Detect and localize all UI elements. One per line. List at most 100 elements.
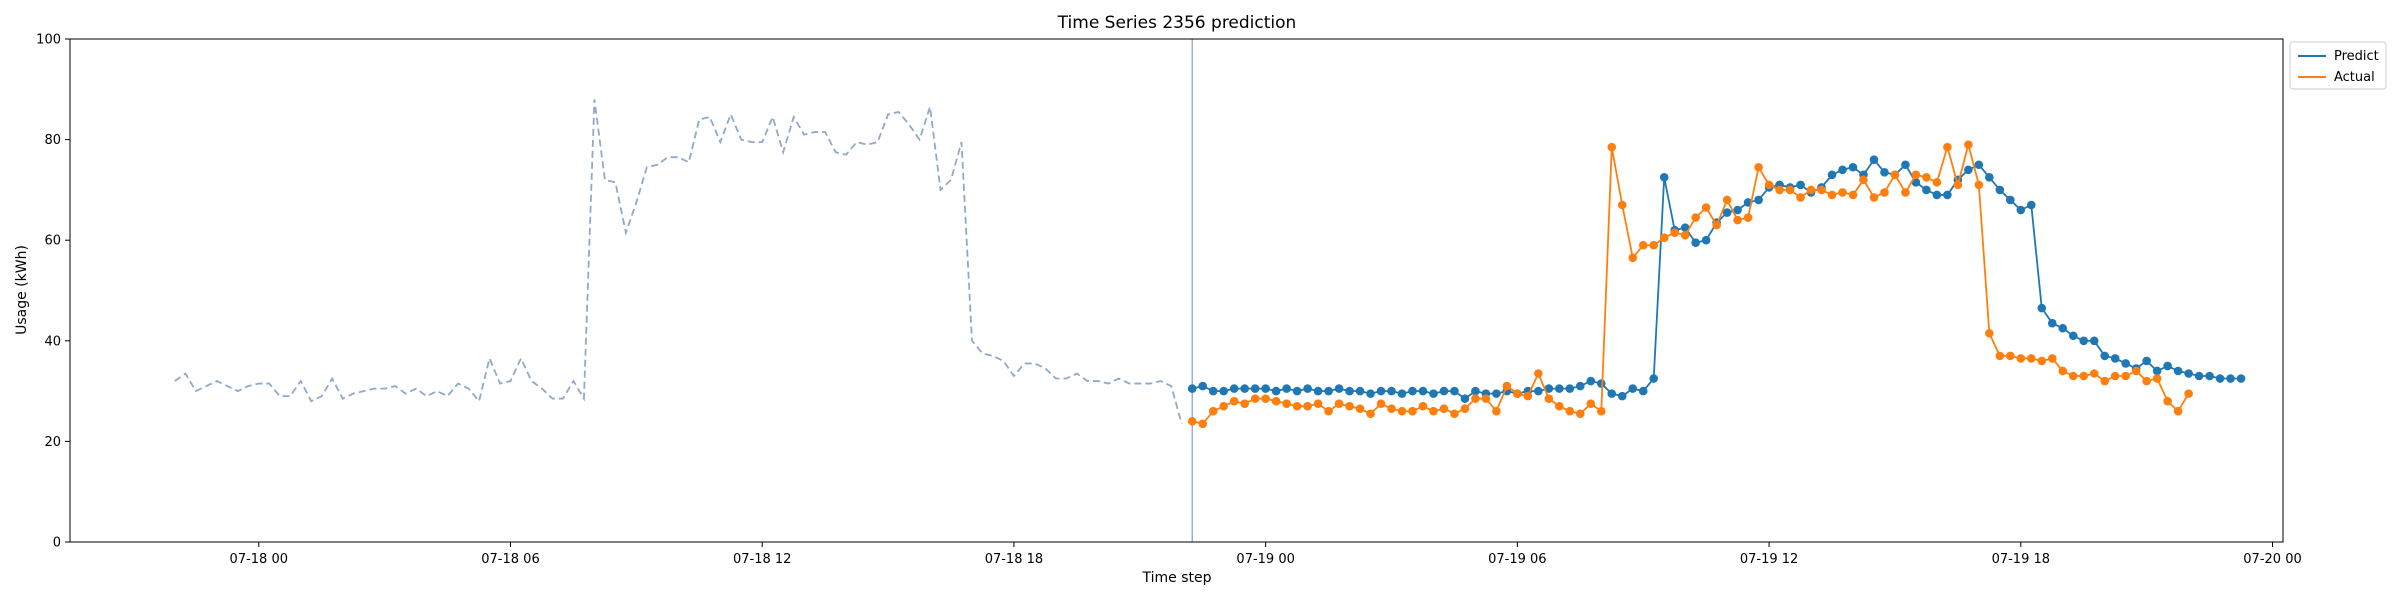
plot-area xyxy=(69,38,2284,543)
actual-point xyxy=(1764,180,1774,190)
actual-point xyxy=(1607,142,1617,152)
predict-point xyxy=(1649,374,1659,383)
y-tick-label: 60 xyxy=(44,234,61,249)
predict-point xyxy=(2194,371,2204,381)
actual-point xyxy=(1743,213,1753,222)
predict-point xyxy=(1995,185,2005,195)
predict-point xyxy=(2226,374,2235,383)
predict-point xyxy=(1460,394,1470,403)
actual-point xyxy=(2047,354,2057,363)
predict-point xyxy=(1303,384,1312,393)
predict-point xyxy=(1565,384,1575,393)
actual-point xyxy=(1240,399,1249,408)
predict-point xyxy=(1880,168,1889,177)
actual-point xyxy=(1922,173,1931,182)
actual-point xyxy=(1471,394,1480,403)
predict-point xyxy=(2100,351,2109,361)
x-tick-label: 07-18 18 xyxy=(985,552,1043,567)
predict-point xyxy=(2026,200,2036,210)
y-axis: 0 20 40 60 80 100 xyxy=(36,33,70,551)
actual-point xyxy=(1838,188,1847,197)
actual-point xyxy=(1439,404,1449,414)
predict-point xyxy=(2215,374,2225,383)
actual-point xyxy=(1943,142,1952,152)
predict-point xyxy=(1271,386,1281,396)
actual-point xyxy=(1324,406,1333,416)
predict-point xyxy=(1313,386,1323,396)
actual-point xyxy=(1282,399,1291,408)
predict-point xyxy=(1250,384,1260,393)
predict-point xyxy=(1397,389,1407,398)
actual-point xyxy=(1848,190,1858,200)
actual-point xyxy=(1292,401,1302,411)
predict-point xyxy=(2152,366,2162,376)
actual-point xyxy=(1817,185,1826,195)
actual-point xyxy=(1565,406,1575,416)
predict-point xyxy=(1754,195,1763,205)
predict-point xyxy=(2184,369,2193,378)
x-tick-label: 07-20 00 xyxy=(2243,552,2301,567)
actual-point xyxy=(1408,406,1417,416)
actual-point xyxy=(1995,351,2005,361)
plot-frame xyxy=(69,38,2284,543)
x-axis-label: Time step xyxy=(1142,570,1212,586)
predict-point xyxy=(1943,190,1952,200)
actual-point xyxy=(1198,419,1208,429)
actual-point xyxy=(1313,399,1323,408)
predict-point xyxy=(1198,381,1208,391)
predict-point xyxy=(1376,386,1386,396)
history-line xyxy=(174,99,1183,425)
actual-point xyxy=(1450,409,1459,419)
actual-point xyxy=(1208,406,1218,416)
predict-point xyxy=(1932,190,1942,200)
predict-point xyxy=(1901,160,1910,170)
actual-point xyxy=(1932,178,1942,187)
predict-point xyxy=(1439,386,1449,396)
actual-point xyxy=(1670,228,1679,237)
actual-point xyxy=(1953,180,1963,190)
actual-point xyxy=(1911,170,1921,180)
actual-point xyxy=(1733,215,1742,225)
predict-point xyxy=(1387,386,1396,396)
actual-point xyxy=(1974,180,1984,190)
actual-point xyxy=(1429,406,1438,416)
actual-point xyxy=(1492,406,1501,416)
x-tick-label: 07-19 18 xyxy=(1992,552,2050,567)
actual-point xyxy=(2037,356,2047,366)
y-tick-label: 20 xyxy=(44,435,61,450)
predict-point xyxy=(2163,361,2172,371)
actual-point xyxy=(1659,233,1669,242)
actual-point xyxy=(1460,404,1470,414)
actual-point xyxy=(1219,401,1228,411)
predict-point xyxy=(1680,223,1690,232)
predict-point xyxy=(1838,165,1847,175)
actual-point xyxy=(1785,185,1795,195)
predict-point xyxy=(1628,384,1638,393)
predict-point xyxy=(1292,386,1302,396)
actual-point xyxy=(1523,391,1533,401)
actual-point xyxy=(2173,406,2183,416)
actual-point xyxy=(1303,401,1312,411)
actual-point xyxy=(1901,188,1910,197)
actual-point xyxy=(1250,394,1260,403)
predict-point xyxy=(1617,391,1627,401)
legend-actual-label: Actual xyxy=(2334,70,2375,85)
predict-point xyxy=(1282,384,1291,393)
actual-point xyxy=(1481,394,1491,403)
actual-point xyxy=(1638,240,1648,250)
actual-point xyxy=(1271,396,1281,406)
actual-point xyxy=(1544,394,1554,403)
actual-point xyxy=(1754,162,1763,172)
actual-point xyxy=(1586,399,1596,408)
actual-point xyxy=(1985,328,1994,338)
predict-point xyxy=(1229,384,1239,393)
predict-point xyxy=(1324,386,1333,396)
actual-point xyxy=(2163,396,2172,406)
actual-point xyxy=(1775,185,1784,195)
actual-point xyxy=(1827,190,1837,200)
predict-point xyxy=(2110,354,2120,363)
predict-point xyxy=(1261,384,1270,393)
predict-point xyxy=(1722,208,1732,217)
actual-point xyxy=(1880,188,1889,197)
actual-point xyxy=(2142,376,2151,386)
